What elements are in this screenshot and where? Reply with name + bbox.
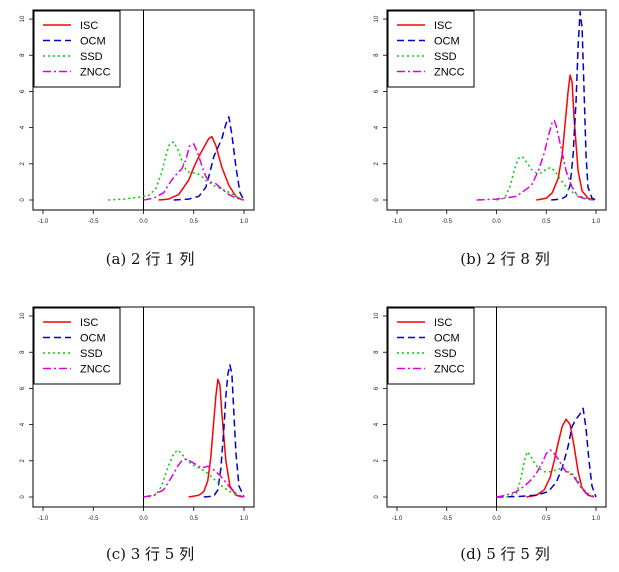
legend-label-ocm: OCM (80, 333, 106, 345)
y-tick-label: 2 (374, 161, 380, 165)
legend-label-isc: ISC (434, 317, 452, 329)
legend-box (387, 10, 475, 88)
x-tick-label: 0.0 (139, 516, 148, 520)
x-tick-label: -1.0 (392, 516, 403, 520)
x-tick-label: -0.5 (88, 219, 99, 225)
x-tick-label: 0.5 (190, 516, 199, 520)
series-ssd-line (108, 141, 245, 201)
y-tick-label: 8 (20, 350, 26, 354)
x-tick-label: 0.5 (190, 219, 199, 225)
series-zncc-line (143, 458, 245, 498)
x-tick-label: -0.5 (442, 516, 453, 520)
series-ocm-line (173, 116, 245, 201)
x-tick-label: 0.0 (492, 516, 501, 520)
caption-b: (b) 2 行 8 列 (460, 250, 550, 268)
x-tick-label: 0.5 (542, 219, 551, 225)
series-isc-line (158, 135, 243, 201)
x-tick-label: 1.0 (240, 516, 249, 520)
x-tick-label: 0.0 (139, 219, 148, 225)
x-tick-label: -0.5 (88, 516, 99, 520)
legend-box (33, 10, 121, 88)
x-tick-label: -1.0 (38, 219, 49, 225)
y-tick-label: 4 (374, 422, 380, 426)
caption-d: (d) 5 行 5 列 (460, 545, 550, 563)
x-tick-label: -1.0 (38, 516, 49, 520)
legend-label-ocm: OCM (434, 36, 460, 48)
legend-label-zncc: ZNCC (434, 364, 465, 376)
y-tick-label: 10 (20, 15, 26, 22)
legend-label-ocm: OCM (434, 333, 460, 345)
legend-label-isc: ISC (434, 20, 452, 32)
legend-label-zncc: ZNCC (80, 364, 111, 376)
y-tick-label: 4 (20, 422, 26, 426)
chart-b: -1.0 -0.5 0.0 0.5 1.0 0 2 4 6 8 10 ISC OCM SSD ZNCC (374, 9, 607, 225)
legend-label-ssd: SSD (434, 51, 457, 63)
series-zncc-line (496, 449, 597, 498)
legend-label-ssd: SSD (80, 51, 103, 63)
y-tick-label: 2 (374, 458, 380, 462)
y-tick-label: 4 (374, 125, 380, 129)
x-tick-label: 1.0 (592, 219, 601, 225)
y-tick-label: 0 (20, 198, 26, 202)
y-tick-label: 6 (20, 386, 26, 390)
y-tick-label: 6 (374, 386, 380, 390)
y-tick-label: 8 (20, 53, 26, 57)
y-tick-label: 10 (20, 312, 26, 319)
y-tick-label: 6 (20, 89, 26, 93)
y-tick-label: 4 (20, 125, 26, 129)
y-tick-label: 8 (374, 350, 380, 354)
x-tick-label: -0.5 (442, 219, 453, 225)
series-ocm-line (496, 407, 597, 498)
x-tick-label: 0.0 (492, 219, 501, 225)
y-tick-label: 2 (20, 458, 26, 462)
legend-label-ssd: SSD (434, 348, 457, 360)
caption-a: (a) 2 行 1 列 (105, 250, 195, 268)
legend-label-zncc: ZNCC (80, 67, 111, 79)
y-tick-label: 8 (374, 53, 380, 57)
series-isc-line (526, 418, 595, 498)
chart-d: -1.0 -0.5 0.0 0.5 1.0 0 2 4 6 8 10 ISC OCM SSD ZNCC (374, 306, 607, 520)
series-ssd-line (506, 451, 595, 498)
series-ssd-line (496, 155, 593, 201)
x-tick-label: 1.0 (592, 516, 601, 520)
chart-a: -1.0 -0.5 0.0 0.5 1.0 0 2 4 6 8 10 ISC OCM SSD ZNCC (20, 9, 255, 225)
caption-c: (c) 3 行 5 列 (105, 545, 195, 563)
legend-label-zncc: ZNCC (434, 67, 465, 79)
series-ssd-line (148, 449, 245, 498)
legend-label-isc: ISC (80, 20, 98, 32)
x-tick-label: -1.0 (392, 219, 403, 225)
chart-c: -1.0 -0.5 0.0 0.5 1.0 0 2 4 6 8 10 ISC OCM SSD ZNCC (20, 306, 255, 520)
y-tick-label: 6 (374, 89, 380, 93)
y-tick-label: 0 (374, 198, 380, 202)
y-tick-label: 0 (20, 495, 26, 499)
series-isc-line (188, 378, 243, 498)
x-tick-label: 0.5 (542, 516, 551, 520)
x-tick-label: 1.0 (240, 219, 249, 225)
plots-canvas: -1.0 -0.5 0.0 0.5 1.00246810ISCOCMSSDZNCC-1.… (20, 9, 607, 520)
y-tick-label: 2 (20, 161, 26, 165)
series-zncc-line (143, 143, 245, 201)
y-tick-label: 10 (374, 15, 380, 22)
legend-label-ocm: OCM (80, 36, 106, 48)
series-ocm-line (551, 11, 597, 201)
legend-label-isc: ISC (80, 317, 98, 329)
series-zncc-line (476, 119, 595, 201)
legend-box (33, 307, 121, 385)
y-tick-label: 0 (374, 495, 380, 499)
series-isc-line (536, 74, 595, 201)
legend-box (387, 307, 475, 385)
series-ocm-line (203, 364, 245, 498)
legend-label-ssd: SSD (80, 348, 103, 360)
y-tick-label: 10 (374, 312, 380, 319)
